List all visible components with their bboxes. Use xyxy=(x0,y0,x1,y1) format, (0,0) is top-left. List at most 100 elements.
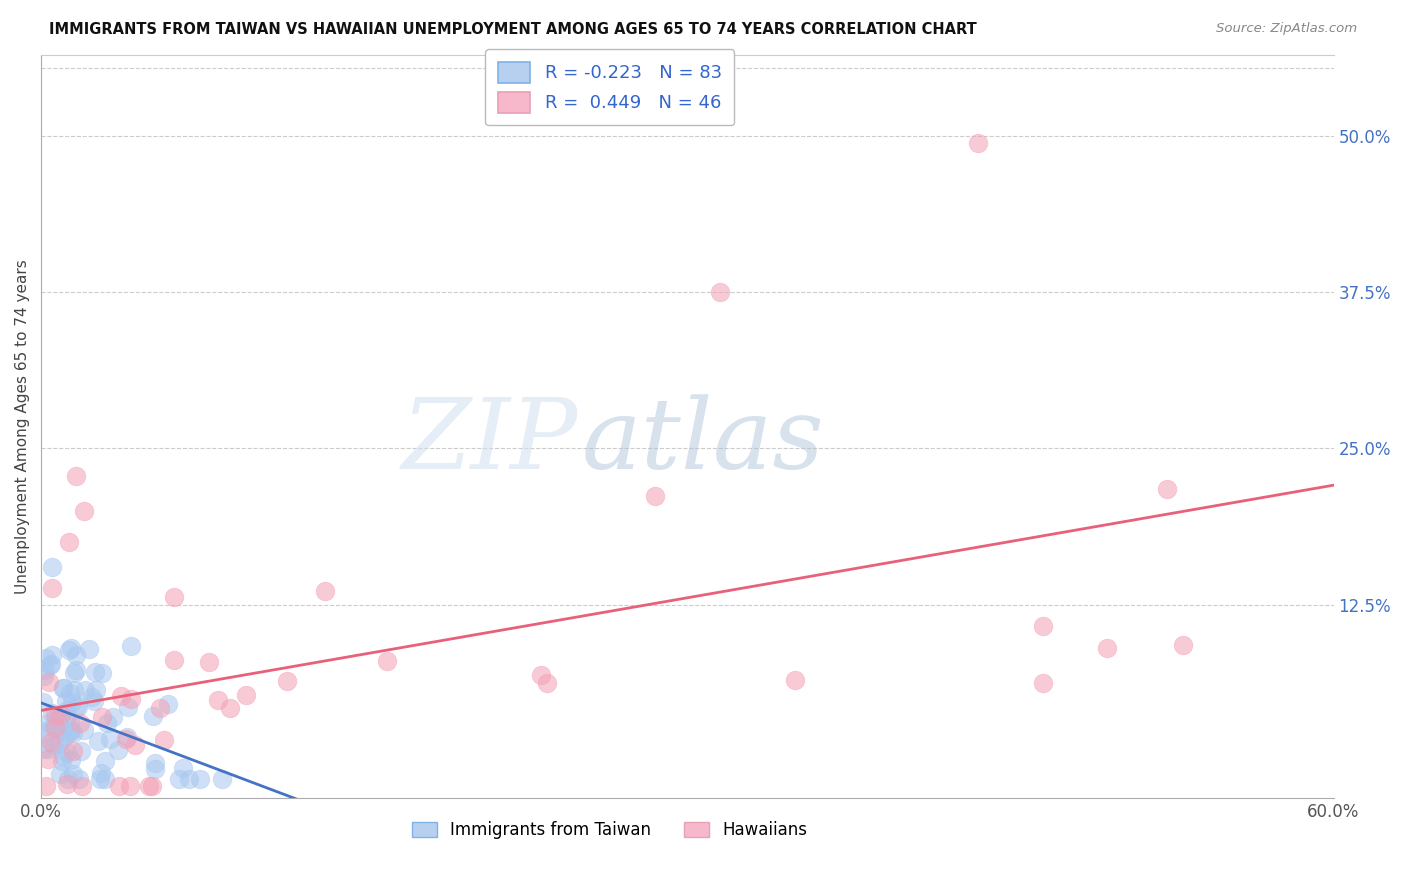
Text: IMMIGRANTS FROM TAIWAN VS HAWAIIAN UNEMPLOYMENT AMONG AGES 65 TO 74 YEARS CORREL: IMMIGRANTS FROM TAIWAN VS HAWAIIAN UNEMP… xyxy=(49,22,977,37)
Point xyxy=(63,682,86,697)
Point xyxy=(138,779,160,793)
Point xyxy=(1032,619,1054,633)
Point xyxy=(177,772,200,787)
Point xyxy=(124,738,146,752)
Point xyxy=(89,772,111,787)
Point xyxy=(67,772,90,787)
Point xyxy=(55,745,77,759)
Point xyxy=(163,590,186,604)
Point xyxy=(117,730,139,744)
Point xyxy=(115,731,138,746)
Point xyxy=(163,653,186,667)
Point xyxy=(100,731,122,746)
Point xyxy=(167,772,190,787)
Point xyxy=(37,741,59,756)
Point xyxy=(172,761,194,775)
Point xyxy=(276,674,298,689)
Point xyxy=(49,724,72,739)
Point xyxy=(60,695,83,709)
Point xyxy=(117,700,139,714)
Point xyxy=(235,688,257,702)
Point xyxy=(83,693,105,707)
Point xyxy=(59,723,82,737)
Point xyxy=(65,469,87,483)
Point xyxy=(48,735,70,749)
Point xyxy=(73,504,96,518)
Point xyxy=(709,285,731,300)
Point xyxy=(35,651,58,665)
Point xyxy=(207,692,229,706)
Point xyxy=(48,767,70,781)
Point xyxy=(73,723,96,737)
Point xyxy=(156,697,179,711)
Point xyxy=(55,702,77,716)
Point xyxy=(59,715,82,730)
Point xyxy=(783,673,806,687)
Point xyxy=(107,743,129,757)
Point xyxy=(188,772,211,787)
Point xyxy=(37,752,59,766)
Point xyxy=(55,694,77,708)
Point xyxy=(967,136,990,150)
Point xyxy=(35,779,58,793)
Point xyxy=(73,683,96,698)
Point xyxy=(86,733,108,747)
Point xyxy=(48,713,70,727)
Point xyxy=(77,641,100,656)
Point xyxy=(101,710,124,724)
Point xyxy=(94,772,117,787)
Point xyxy=(60,640,83,655)
Point xyxy=(56,710,79,724)
Point xyxy=(32,742,55,756)
Point xyxy=(51,754,73,768)
Point xyxy=(84,665,107,680)
Point xyxy=(1156,482,1178,496)
Point xyxy=(39,735,62,749)
Point xyxy=(39,657,62,671)
Point xyxy=(37,716,59,731)
Point xyxy=(66,700,89,714)
Point xyxy=(52,681,75,695)
Point xyxy=(32,724,55,739)
Point xyxy=(52,731,75,745)
Point xyxy=(70,779,93,793)
Point xyxy=(41,706,63,721)
Point xyxy=(46,712,69,726)
Point xyxy=(94,754,117,768)
Point xyxy=(644,489,666,503)
Point xyxy=(52,681,75,695)
Point xyxy=(32,695,55,709)
Text: ZIP: ZIP xyxy=(401,394,578,489)
Point xyxy=(56,777,79,791)
Point xyxy=(536,676,558,690)
Point xyxy=(41,582,63,596)
Point xyxy=(44,721,66,735)
Point xyxy=(65,663,87,677)
Point xyxy=(70,744,93,758)
Point xyxy=(42,738,65,752)
Point xyxy=(143,756,166,771)
Point xyxy=(69,715,91,730)
Point xyxy=(41,560,63,574)
Point xyxy=(375,654,398,668)
Point xyxy=(149,700,172,714)
Point xyxy=(62,744,84,758)
Point xyxy=(38,658,60,673)
Text: Source: ZipAtlas.com: Source: ZipAtlas.com xyxy=(1216,22,1357,36)
Y-axis label: Unemployment Among Ages 65 to 74 years: Unemployment Among Ages 65 to 74 years xyxy=(15,260,30,594)
Point xyxy=(45,710,67,724)
Point xyxy=(1032,676,1054,690)
Point xyxy=(142,709,165,723)
Point xyxy=(58,772,80,787)
Point xyxy=(143,762,166,776)
Point xyxy=(1097,641,1119,656)
Point xyxy=(46,718,69,732)
Point xyxy=(108,779,131,793)
Point xyxy=(91,666,114,681)
Point xyxy=(38,675,60,690)
Point xyxy=(211,772,233,787)
Text: atlas: atlas xyxy=(581,394,824,489)
Legend: Immigrants from Taiwan, Hawaiians: Immigrants from Taiwan, Hawaiians xyxy=(405,814,814,846)
Point xyxy=(59,686,82,700)
Point xyxy=(1171,638,1194,652)
